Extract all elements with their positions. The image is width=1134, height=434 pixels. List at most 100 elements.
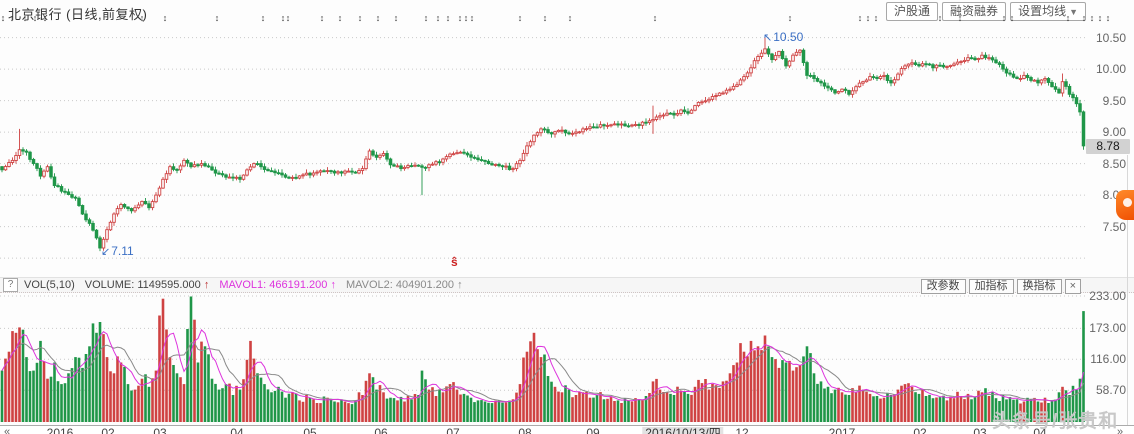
volume-bar-up (193, 319, 196, 422)
volume-bar-up (361, 395, 364, 422)
candle-up (794, 51, 799, 56)
volume-bar-down (98, 322, 102, 422)
volume-bar-down (1026, 397, 1029, 422)
candle-down (994, 59, 998, 64)
candle-up (570, 132, 575, 135)
volume-bar-up (893, 394, 896, 422)
candle-down (1067, 85, 1072, 95)
candle-down (819, 80, 823, 84)
candle-up (304, 172, 309, 176)
volume-bar-down (1029, 399, 1033, 422)
volume-bar-up (452, 382, 455, 422)
candle-up (721, 92, 725, 95)
volume-bar-up (606, 398, 609, 422)
volume-readout: VOLUME: 1149595.000 ↑ (85, 279, 210, 291)
volume-bar-up (109, 371, 112, 422)
event-marker-icon: ↕ (435, 13, 441, 23)
volume-bar-down (340, 399, 343, 422)
volume-bar-up (707, 389, 711, 422)
event-marker-icon: ↕ (469, 13, 475, 23)
event-marker-icon: ↕ (1089, 13, 1095, 23)
candle-down (59, 186, 64, 192)
candle-up (168, 166, 172, 175)
up-arrow-icon: ↑ (203, 279, 210, 291)
panel-edge-line (1127, 155, 1128, 425)
volume-bar-down (816, 383, 819, 422)
volume-bar-down (602, 399, 606, 422)
candle-up (696, 101, 701, 107)
scroll-right-icon[interactable]: » (1117, 426, 1124, 434)
price-chart[interactable] (0, 28, 1086, 278)
candle-down (332, 170, 337, 174)
volume-bar-down (501, 402, 504, 422)
candle-down (38, 167, 43, 177)
candle-up (133, 207, 137, 212)
volume-bar-up (693, 386, 697, 422)
candle-up (605, 124, 610, 127)
volume-bar-down (669, 393, 672, 422)
candle-down (931, 64, 935, 69)
candle-up (325, 170, 330, 173)
candle-up (234, 176, 239, 179)
volume-bar-up (697, 379, 700, 422)
volume-bar-up (721, 381, 725, 422)
event-marker-icon: ↕ (393, 13, 399, 23)
add-indicator-button[interactable]: 加指标 (968, 279, 1014, 294)
volume-bar-down (231, 395, 235, 422)
candle-down (1057, 88, 1061, 94)
volume-bar-up (179, 377, 182, 422)
candle-down (1004, 68, 1009, 74)
candle-up (749, 67, 753, 74)
volume-bar-up (378, 385, 382, 422)
candle-down (833, 89, 837, 94)
time-axis-label: 08 (518, 426, 532, 434)
candle-up (182, 159, 186, 167)
candle-down (322, 170, 326, 173)
candle-up (724, 89, 729, 94)
candle-up (343, 170, 347, 174)
candle-down (35, 163, 39, 169)
hk-connect-button[interactable]: 沪股通 (886, 2, 939, 21)
candle-up (521, 152, 526, 161)
volume-bar-up (840, 392, 844, 422)
volume-bar-up (312, 399, 315, 422)
volume-bar-down (1071, 385, 1075, 422)
candle-down (63, 190, 67, 193)
promo-badge-icon[interactable] (1116, 190, 1134, 224)
candle-down (196, 164, 200, 167)
low-annotation: ↙7.11 (101, 245, 134, 258)
volume-bar-up (560, 392, 564, 422)
volume-bar-up (900, 385, 903, 422)
volume-bar-down (63, 383, 67, 422)
candle-up (738, 79, 743, 86)
candle-up (346, 170, 351, 173)
candle-down (913, 62, 918, 65)
candle-down (542, 128, 547, 131)
candle-down (567, 132, 571, 135)
candle-down (917, 64, 921, 67)
margin-trading-button[interactable]: 融资融券 (942, 2, 1007, 21)
close-icon[interactable]: × (1064, 279, 1081, 294)
candle-down (780, 50, 785, 60)
volume-bar-up (777, 367, 781, 422)
candle-up (150, 201, 155, 209)
candle-up (252, 163, 256, 168)
change-params-button[interactable]: 改参数 (920, 279, 966, 294)
volume-bar-up (648, 393, 651, 422)
volume-bar-down (483, 401, 487, 422)
volume-bar-up (515, 392, 518, 422)
volume-bar-up (343, 401, 347, 422)
candle-down (1074, 97, 1079, 105)
candle-up (318, 170, 323, 173)
candle-down (686, 111, 690, 114)
volume-chart[interactable] (0, 293, 1086, 425)
ma-settings-button[interactable]: 设置均线 ▼ (1010, 2, 1086, 21)
candle-down (1046, 78, 1051, 83)
help-icon[interactable]: ? (3, 278, 18, 292)
candle-down (507, 165, 512, 171)
candle-up (164, 173, 169, 180)
last-price-badge: 8.78 (1086, 139, 1130, 154)
volume-bar-down (410, 399, 413, 422)
scroll-left-icon[interactable]: « (4, 426, 11, 434)
switch-indicator-button[interactable]: 换指标 (1016, 279, 1062, 294)
